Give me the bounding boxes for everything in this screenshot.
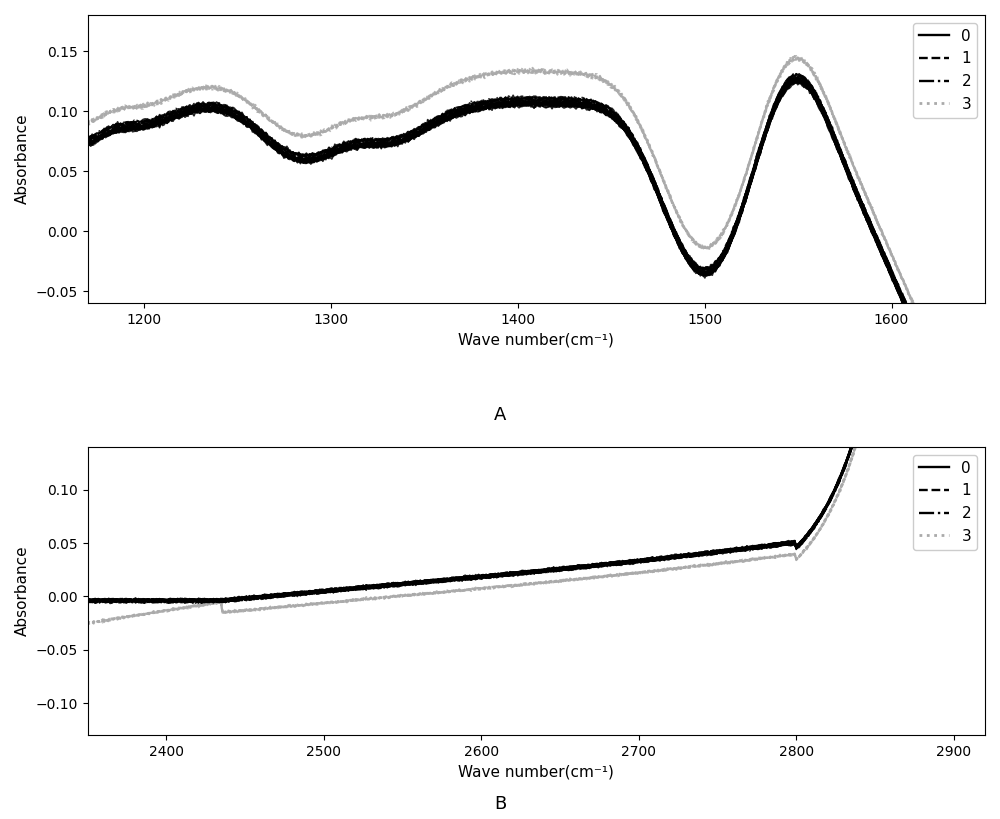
Legend: 0, 1, 2, 3: 0, 1, 2, 3: [913, 455, 977, 550]
Legend: 0, 1, 2, 3: 0, 1, 2, 3: [913, 23, 977, 118]
Text: A: A: [494, 406, 506, 424]
Y-axis label: Absorbance: Absorbance: [15, 545, 30, 636]
X-axis label: Wave number(cm⁻¹): Wave number(cm⁻¹): [458, 764, 614, 780]
Text: B: B: [494, 795, 506, 813]
X-axis label: Wave number(cm⁻¹): Wave number(cm⁻¹): [458, 333, 614, 347]
Y-axis label: Absorbance: Absorbance: [15, 114, 30, 205]
